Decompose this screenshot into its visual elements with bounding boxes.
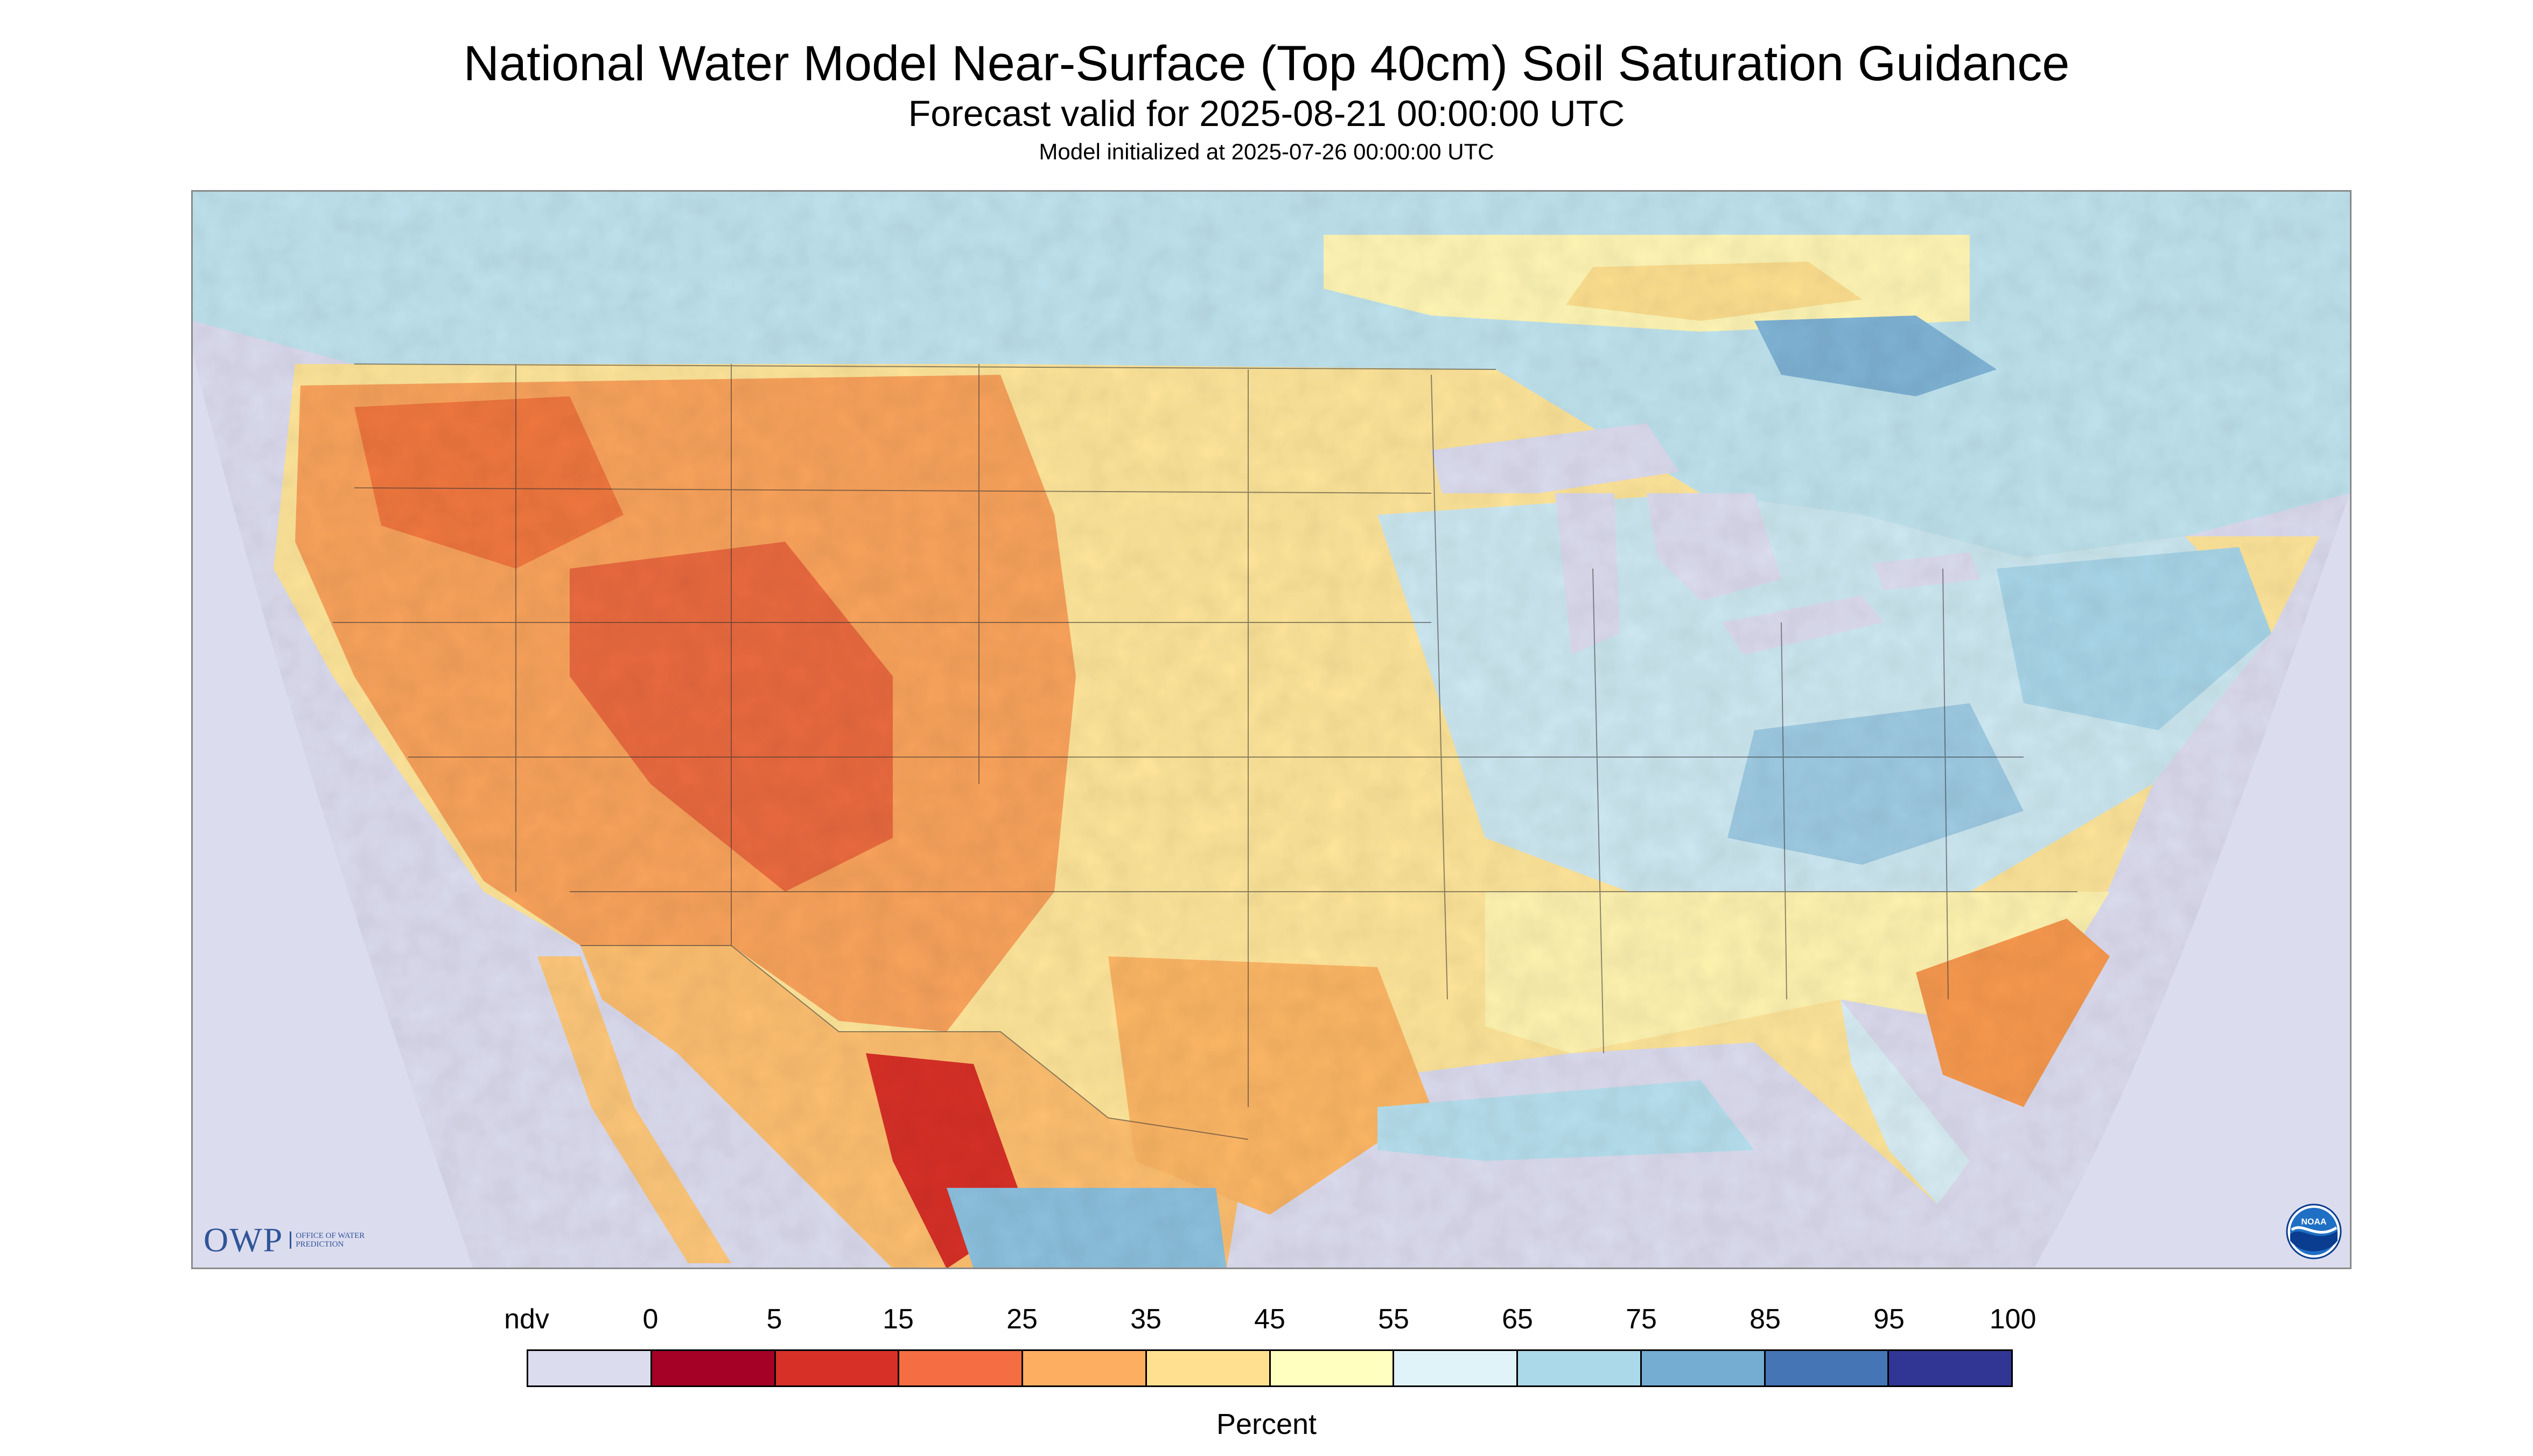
noaa-logo-text: NOAA	[2301, 1217, 2327, 1227]
legend-tick-label: 0	[642, 1304, 659, 1335]
legend-tick-label: 25	[1006, 1304, 1038, 1335]
boundary-lines	[333, 363, 2077, 1140]
legend-tick-label: 15	[883, 1304, 914, 1335]
legend-tick-label: ndv	[504, 1304, 549, 1335]
legend-swatch	[1518, 1351, 1642, 1385]
legend-swatch	[1023, 1351, 1147, 1385]
legend-swatch	[528, 1351, 652, 1385]
legend-swatch	[1270, 1351, 1395, 1385]
east-ndv-wedge	[2034, 493, 2350, 1268]
map-canvas	[193, 192, 2350, 1268]
legend-swatch	[899, 1351, 1023, 1385]
legend-tick-label: 95	[1873, 1304, 1905, 1335]
legend-tick-label: 55	[1378, 1304, 1409, 1335]
legend-tick-label: 100	[1989, 1304, 2037, 1335]
legend-swatch	[1641, 1351, 1766, 1385]
legend-tick-label: 45	[1254, 1304, 1285, 1335]
color-legend-bar	[527, 1349, 2013, 1387]
legend-swatch	[652, 1351, 776, 1385]
owp-logo: OWP OFFICE OF WATER PREDICTION	[204, 1220, 371, 1260]
soil-saturation-map: OWP OFFICE OF WATER PREDICTION NOAA	[191, 190, 2352, 1269]
legend-tick-label: 5	[766, 1304, 782, 1335]
map-title: National Water Model Near-Surface (Top 4…	[463, 36, 2070, 91]
owp-logo-text: OWP	[204, 1221, 284, 1259]
legend-swatch	[775, 1351, 900, 1385]
model-init-line: Model initialized at 2025-07-26 00:00:00…	[1039, 139, 1494, 164]
legend-tick-label: 35	[1130, 1304, 1161, 1335]
legend-tick-label: 75	[1626, 1304, 1657, 1335]
forecast-valid-subtitle: Forecast valid for 2025-08-21 00:00:00 U…	[908, 93, 1625, 134]
west-ndv-wedge	[193, 353, 473, 1268]
legend-tick-label: 85	[1750, 1304, 1781, 1335]
legend-swatch	[1146, 1351, 1271, 1385]
legend-swatch	[1889, 1351, 2011, 1385]
noaa-emblem-icon: NOAA	[2286, 1203, 2342, 1259]
owp-logo-subtitle: OFFICE OF WATER PREDICTION	[290, 1231, 371, 1249]
legend-tick-label: 65	[1502, 1304, 1533, 1335]
legend-units-label: Percent	[1216, 1408, 1317, 1440]
legend-swatch	[1394, 1351, 1518, 1385]
legend-swatch	[1765, 1351, 1890, 1385]
